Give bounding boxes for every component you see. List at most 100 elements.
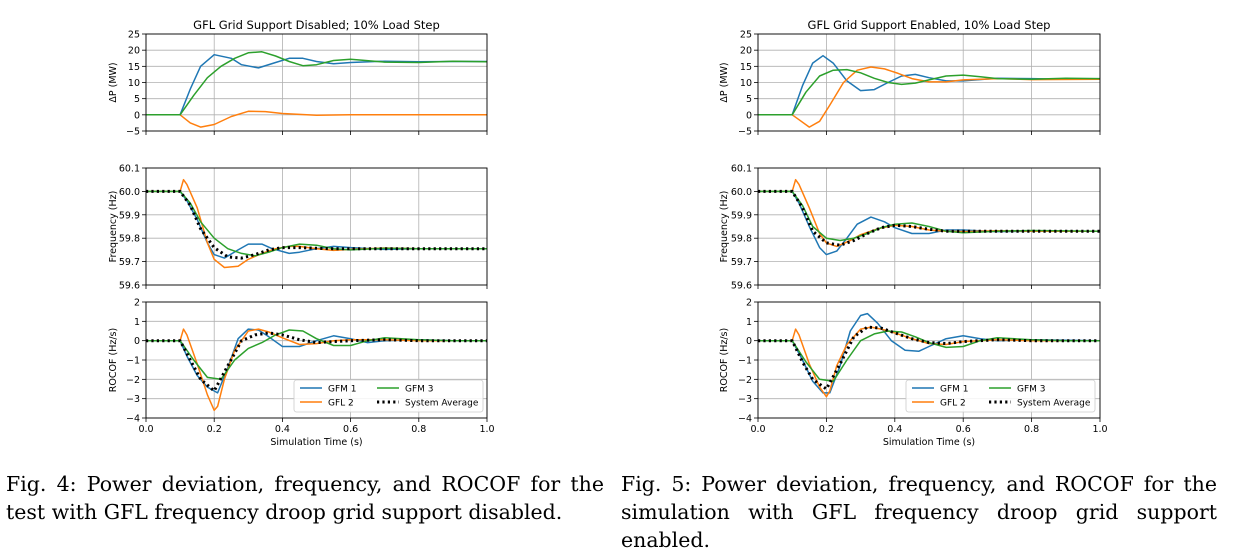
y-tick-label: 10	[128, 78, 140, 89]
panel-rocof-hz-s: 2 1 0 −1 −2 −3 −4 ROCOF (Hz/s) 0.0 0.2 0.4 0.6 0.8 1.…	[719, 298, 1108, 449]
series-line-gfl-2	[758, 66, 1100, 128]
series-group	[146, 178, 487, 269]
y-axis-label: ΔP (MW)	[108, 62, 119, 102]
y-tick-label: 59.9	[119, 210, 140, 221]
series-line-system-average	[758, 189, 1100, 247]
x-tick-label: 0.6	[343, 424, 358, 435]
legend-label-system-average: System Average	[1017, 399, 1091, 409]
legend-label-system-average: System Average	[405, 399, 479, 409]
series-group	[758, 312, 1100, 398]
series-line-gfm-1	[758, 54, 1100, 116]
x-axis-label: Simulation Time (s)	[270, 437, 362, 448]
panel-p-mw: 25 20 15 10 5 0 −5 ΔP (MW)	[108, 30, 488, 138]
y-tick-label: 60.1	[731, 164, 752, 175]
y-tick-label: 5	[134, 94, 140, 105]
figure-5-caption: Fig. 5: Power deviation, frequency, and …	[621, 472, 1217, 552]
y-tick-label: 60.0	[731, 187, 752, 198]
y-axis-label: Frequency (Hz)	[108, 191, 119, 263]
axes-frame	[145, 167, 488, 286]
series-line-system-average	[758, 325, 1100, 391]
y-tick-label: 60.0	[119, 187, 140, 198]
y-tick-label: 0	[134, 336, 140, 347]
series-line-gfm-3	[758, 68, 1100, 116]
legend-label-gfl-2: GFL 2	[940, 399, 966, 409]
y-tick-label: 1	[746, 317, 752, 328]
series-line-gfl-2	[146, 110, 487, 128]
y-tick-label: −3	[738, 394, 752, 405]
x-tick-label: 1.0	[1092, 424, 1107, 435]
series-line-gfm-3	[758, 330, 1100, 383]
x-tick-label: 0.6	[956, 424, 971, 435]
series-group	[758, 178, 1100, 256]
figure-5-plot: GFL Grid Support Enabled, 10% Load Step2…	[719, 18, 1108, 449]
legend-label-gfm-3: GFM 3	[405, 385, 434, 395]
y-tick-label: −4	[126, 414, 140, 425]
y-tick-label: 10	[740, 78, 752, 89]
series-group	[146, 51, 487, 128]
panel-frequency-hz: 60.1 60.0 59.9 59.8 59.7 59.6 Frequency (Hz)	[719, 164, 1101, 292]
y-tick-label: 25	[740, 30, 752, 41]
figure-4-plot: GFL Grid Support Disabled; 10% Load Step…	[108, 18, 495, 449]
panel-rocof-hz-s: 2 1 0 −1 −2 −3 −4 ROCOF (Hz/s) 0.0 0.2 0.4 0.6 0.8 1.…	[108, 298, 495, 449]
figure-4-caption: Fig. 4: Power deviation, frequency, and …	[6, 472, 604, 524]
y-axis-label: Frequency (Hz)	[719, 191, 730, 263]
series-line-gfm-3	[146, 329, 487, 381]
y-tick-label: −4	[738, 414, 752, 425]
legend: GFM 1 GFL 2 GFM 3 System Average	[293, 379, 484, 413]
y-tick-label: 5	[746, 94, 752, 105]
y-tick-label: 2	[134, 298, 140, 309]
y-tick-label: 15	[128, 62, 140, 73]
y-tick-label: −1	[126, 356, 140, 367]
x-tick-label: 0.2	[207, 424, 222, 435]
y-tick-label: 59.9	[731, 210, 752, 221]
y-axis-label: ROCOF (Hz/s)	[108, 328, 119, 392]
y-tick-label: 59.7	[119, 257, 140, 268]
y-tick-label: 0	[746, 110, 752, 121]
series-line-gfl-2	[758, 178, 1100, 248]
legend-label-gfm-3: GFM 3	[1017, 385, 1046, 395]
series-line-gfm-1	[758, 312, 1100, 394]
y-tick-label: 60.1	[119, 164, 140, 175]
y-tick-label: −1	[738, 356, 752, 367]
y-tick-label: 20	[128, 46, 140, 57]
axes-frame	[145, 301, 488, 419]
y-tick-label: −2	[126, 375, 140, 386]
y-tick-label: 0	[746, 336, 752, 347]
y-tick-label: 1	[134, 317, 140, 328]
series-line-gfm-3	[146, 190, 487, 257]
panel-p-mw: 25 20 15 10 5 0 −5 ΔP (MW)	[719, 30, 1101, 138]
chart-title: GFL Grid Support Disabled; 10% Load Step	[193, 18, 440, 32]
series-line-gfm-3	[146, 51, 487, 116]
panel-frequency-hz: 60.1 60.0 59.9 59.8 59.7 59.6 Frequency (Hz)	[108, 164, 488, 292]
x-tick-label: 0.4	[887, 424, 902, 435]
y-tick-label: 2	[746, 298, 752, 309]
y-tick-label: −5	[126, 127, 140, 138]
x-tick-label: 0.4	[275, 424, 290, 435]
y-tick-label: 15	[740, 62, 752, 73]
y-tick-label: 59.8	[119, 234, 140, 245]
y-axis-label: ROCOF (Hz/s)	[719, 328, 730, 392]
series-group	[146, 328, 487, 412]
x-tick-label: 1.0	[479, 424, 494, 435]
x-tick-label: 0.8	[1024, 424, 1039, 435]
y-tick-label: −3	[126, 394, 140, 405]
legend-box	[293, 379, 484, 413]
legend: GFM 1 GFL 2 GFM 3 System Average	[905, 379, 1096, 413]
series-group	[758, 54, 1100, 128]
legend-label-gfm-1: GFM 1	[328, 385, 357, 395]
x-tick-label: 0.8	[411, 424, 426, 435]
series-line-gfm-1	[146, 53, 487, 116]
x-tick-label: 0.0	[138, 424, 153, 435]
legend-label-gfm-1: GFM 1	[940, 385, 969, 395]
x-tick-label: 0.2	[819, 424, 834, 435]
series-line-gfl-2	[146, 328, 487, 412]
y-tick-label: 59.6	[119, 281, 140, 292]
y-tick-label: 59.8	[731, 234, 752, 245]
axes-frame	[757, 33, 1101, 132]
x-axis-label: Simulation Time (s)	[883, 437, 975, 448]
series-line-gfm-1	[146, 190, 487, 259]
series-line-system-average	[146, 331, 487, 393]
y-tick-label: −2	[738, 375, 752, 386]
legend-box	[905, 379, 1096, 413]
y-tick-label: 0	[134, 110, 140, 121]
